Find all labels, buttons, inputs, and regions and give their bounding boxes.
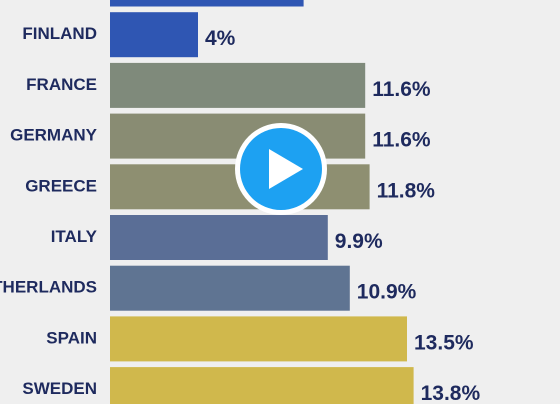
bar [110,62,366,108]
play-button[interactable] [235,123,327,215]
value-label: 11.8% [377,179,436,202]
category-label: FINLAND [22,24,97,43]
bar [110,316,407,362]
value-label: 9.9% [335,230,383,253]
category-label: ITALY [51,227,98,246]
bar [110,113,366,159]
bar [110,265,350,311]
category-label: SPAIN [46,328,97,347]
category-label: FRANCE [26,75,97,94]
value-label: 10.9% [357,281,417,304]
value-label: 11.6% [372,129,431,152]
value-label: 11.6% [372,78,431,101]
bar [110,367,414,404]
category-label: NETHERLANDS [0,278,97,297]
bar [110,0,304,7]
value-label: 13.5% [414,331,474,354]
category-label: SWEDEN [22,379,97,398]
value-label: 13.8% [421,382,481,404]
category-label: GREECE [25,176,97,195]
bar [110,12,198,58]
category-label: GERMANY [10,126,98,145]
bar [110,215,328,260]
play-icon [269,149,303,189]
plot-area: FINLAND 4% FRANCE 11.6% GERMANY 11.6% GREECE 11… [0,0,480,404]
value-label: 4% [205,27,236,50]
